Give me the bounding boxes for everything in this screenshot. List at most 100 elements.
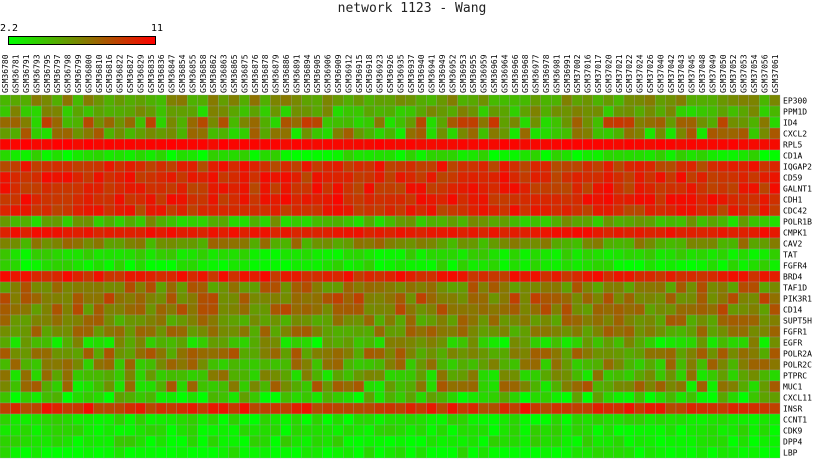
- heatmap-cell: [197, 424, 209, 437]
- heatmap-cell: [395, 226, 406, 239]
- heatmap-cell: [332, 94, 344, 107]
- heatmap-cell: [769, 446, 781, 459]
- heatmap-cell: [384, 193, 396, 206]
- heatmap-cell: [20, 182, 32, 195]
- heatmap-cell: [603, 259, 614, 272]
- heatmap-cell: [322, 336, 333, 349]
- heatmap-cell: [561, 215, 573, 228]
- heatmap-cell: [395, 347, 406, 360]
- heatmap-cell: [374, 193, 385, 206]
- heatmap-cell: [405, 380, 417, 393]
- heatmap-cell: [31, 314, 42, 327]
- heatmap-cell: [686, 237, 697, 250]
- heatmap-cell: [343, 336, 354, 349]
- heatmap-cell: [83, 149, 94, 162]
- heatmap-cell: [124, 237, 136, 250]
- heatmap-cell: [322, 171, 333, 184]
- heatmap-cell: [436, 369, 448, 382]
- heatmap-cell: [384, 402, 396, 415]
- heatmap-cell: [155, 248, 167, 261]
- heatmap-cell: [623, 303, 635, 316]
- heatmap-cell: [124, 138, 136, 151]
- heatmap-cell: [93, 193, 105, 206]
- heatmap-cell: [415, 215, 427, 228]
- heatmap-cell: [343, 237, 354, 250]
- heatmap-cell: [384, 116, 396, 129]
- heatmap-cell: [655, 402, 666, 415]
- heatmap-cell: [717, 380, 729, 393]
- heatmap-cell: [239, 358, 250, 371]
- heatmap-cell: [634, 116, 645, 129]
- heatmap-cell: [655, 380, 666, 393]
- heatmap-cell: [176, 424, 188, 437]
- heatmap-cell: [655, 435, 666, 448]
- heatmap-cell: [488, 402, 500, 415]
- heatmap-cell: [634, 215, 645, 228]
- heatmap-cell: [384, 160, 396, 173]
- heatmap-cell: [519, 226, 531, 239]
- heatmap-cell: [145, 314, 157, 327]
- heatmap-cell: [634, 105, 645, 118]
- heatmap-cell: [41, 138, 53, 151]
- heatmap-cell: [114, 182, 125, 195]
- heatmap-cell: [135, 391, 146, 404]
- heatmap-cell: [166, 424, 177, 437]
- heatmap-cell: [270, 314, 281, 327]
- heatmap-cell: [103, 402, 115, 415]
- heatmap-cell: [249, 138, 261, 151]
- heatmap-cell: [613, 380, 625, 393]
- heatmap-cell: [488, 292, 500, 305]
- heatmap-cell: [696, 325, 708, 338]
- heatmap-cell: [41, 314, 53, 327]
- heatmap-cell: [10, 413, 21, 426]
- heatmap-cell: [103, 149, 115, 162]
- heatmap-cell: [363, 193, 375, 206]
- heatmap-cell: [103, 303, 115, 316]
- heatmap-cell: [259, 204, 271, 217]
- heatmap-cell: [603, 248, 614, 261]
- heatmap-cell: [239, 391, 250, 404]
- heatmap-cell: [540, 292, 552, 305]
- heatmap-cell: [603, 237, 614, 250]
- heatmap-cell: [270, 226, 281, 239]
- heatmap-cell: [707, 281, 718, 294]
- heatmap-cell: [332, 336, 344, 349]
- heatmap-cell: [249, 171, 261, 184]
- heatmap-cell: [135, 94, 146, 107]
- heatmap-cell: [135, 270, 146, 283]
- heatmap-cell: [155, 171, 167, 184]
- heatmap-cell: [322, 105, 333, 118]
- heatmap-cell: [665, 325, 677, 338]
- heatmap-cell: [540, 160, 552, 173]
- heatmap-cell: [696, 270, 708, 283]
- heatmap-cell: [166, 402, 177, 415]
- heatmap-cell: [197, 226, 209, 239]
- heatmap-cell: [166, 347, 177, 360]
- heatmap-cell: [291, 402, 302, 415]
- heatmap-cell: [623, 94, 635, 107]
- heatmap-cell: [727, 292, 739, 305]
- heatmap-cell: [707, 248, 718, 261]
- heatmap-cell: [0, 446, 11, 459]
- heatmap-cell: [145, 446, 157, 459]
- heatmap-cell: [280, 149, 292, 162]
- heatmap-cell: [249, 380, 261, 393]
- heatmap-cell: [707, 193, 718, 206]
- heatmap-cell: [72, 127, 84, 140]
- heatmap-cell: [415, 171, 427, 184]
- heatmap-cell: [675, 380, 687, 393]
- heatmap-cell: [530, 226, 541, 239]
- heatmap-cell: [696, 336, 708, 349]
- heatmap-cell: [457, 325, 469, 338]
- heatmap-cell: [457, 160, 469, 173]
- heatmap-cell: [0, 413, 11, 426]
- heatmap-cell: [51, 116, 63, 129]
- column-label: GSM36941: [428, 54, 437, 93]
- heatmap-cell: [0, 94, 11, 107]
- heatmap-cell: [665, 127, 677, 140]
- heatmap-cell: [592, 380, 604, 393]
- heatmap-cell: [363, 325, 375, 338]
- heatmap-cell: [239, 336, 250, 349]
- heatmap-cell: [51, 105, 63, 118]
- heatmap-cell: [509, 116, 521, 129]
